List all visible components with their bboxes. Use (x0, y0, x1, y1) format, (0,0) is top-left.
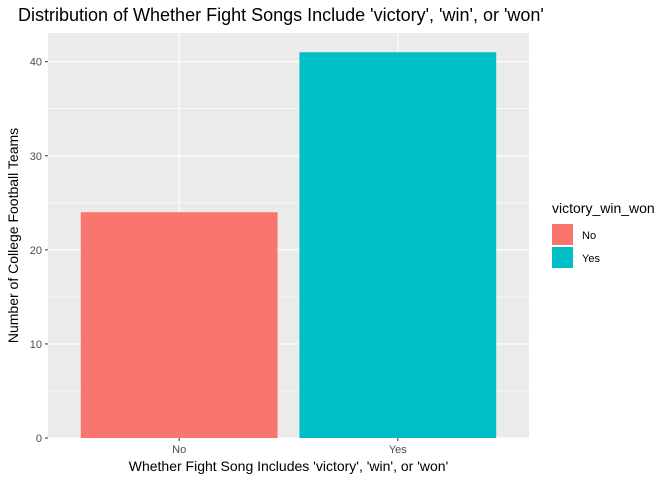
y-tick-label: 30 (30, 151, 42, 163)
y-tick-label: 10 (30, 339, 42, 351)
x-axis: No Yes (172, 438, 407, 456)
chart-title: Distribution of Whether Fight Songs Incl… (18, 5, 544, 25)
y-axis: 0 10 20 30 40 (30, 57, 48, 445)
y-axis-title: Number of College Football Teams (5, 128, 21, 343)
legend-key-no (552, 224, 573, 245)
x-tick-label: No (172, 444, 186, 456)
bars (80, 52, 497, 439)
legend-label-no: No (582, 230, 596, 242)
y-tick-label: 0 (36, 433, 42, 445)
x-axis-title: Whether Fight Song Includes 'victory', '… (129, 458, 449, 474)
bar-yes (299, 52, 497, 439)
y-tick-label: 40 (30, 57, 42, 69)
legend-label-yes: Yes (582, 253, 600, 265)
y-tick-label: 20 (30, 245, 42, 257)
x-tick-label: Yes (389, 444, 407, 456)
bar-no (80, 212, 278, 438)
legend: victory_win_won No Yes (552, 200, 655, 268)
legend-key-yes (552, 247, 573, 268)
legend-title: victory_win_won (552, 200, 655, 216)
